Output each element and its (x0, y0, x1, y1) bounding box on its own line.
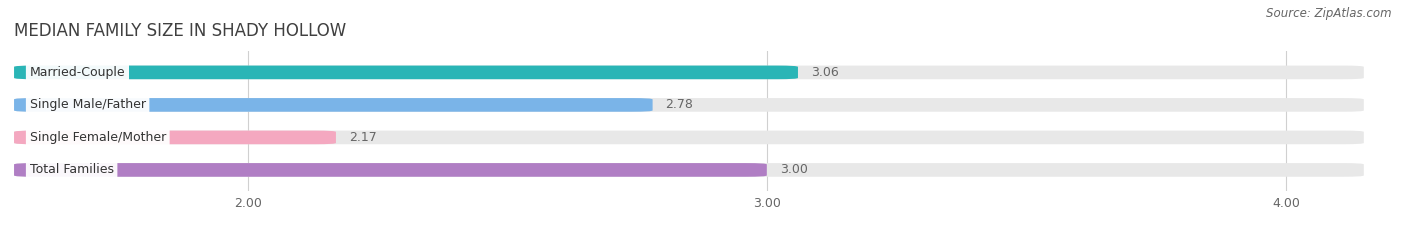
FancyBboxPatch shape (14, 98, 652, 112)
Text: Total Families: Total Families (30, 163, 114, 176)
FancyBboxPatch shape (14, 130, 1364, 144)
Text: Single Female/Mother: Single Female/Mother (30, 131, 166, 144)
FancyBboxPatch shape (14, 163, 1364, 177)
FancyBboxPatch shape (14, 163, 766, 177)
Text: 3.00: 3.00 (780, 163, 807, 176)
FancyBboxPatch shape (14, 98, 1364, 112)
Text: 2.78: 2.78 (665, 98, 693, 111)
Text: Source: ZipAtlas.com: Source: ZipAtlas.com (1267, 7, 1392, 20)
Text: MEDIAN FAMILY SIZE IN SHADY HOLLOW: MEDIAN FAMILY SIZE IN SHADY HOLLOW (14, 22, 346, 40)
Text: 2.17: 2.17 (349, 131, 377, 144)
FancyBboxPatch shape (14, 65, 1364, 79)
Text: 3.06: 3.06 (811, 66, 839, 79)
FancyBboxPatch shape (14, 65, 799, 79)
Text: Single Male/Father: Single Male/Father (30, 98, 146, 111)
FancyBboxPatch shape (14, 130, 336, 144)
Text: Married-Couple: Married-Couple (30, 66, 125, 79)
